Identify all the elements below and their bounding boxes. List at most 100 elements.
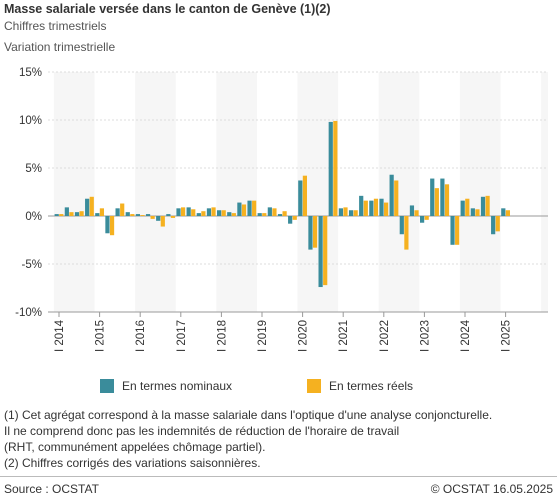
- bar-nominal[interactable]: [369, 200, 374, 216]
- bar-nominal[interactable]: [125, 212, 130, 216]
- bar-nominal[interactable]: [460, 200, 465, 216]
- bar-real[interactable]: [292, 216, 297, 220]
- legend-item-real[interactable]: En termes réels: [307, 378, 413, 394]
- bar-real[interactable]: [109, 216, 115, 236]
- x-tick-label: I 2022: [379, 320, 391, 352]
- bar-real[interactable]: [231, 213, 236, 216]
- bar-nominal[interactable]: [480, 196, 486, 216]
- bar-real[interactable]: [181, 207, 186, 216]
- bar-real[interactable]: [120, 203, 125, 216]
- bar-real[interactable]: [201, 211, 206, 216]
- bar-nominal[interactable]: [217, 210, 222, 216]
- bar-real[interactable]: [170, 216, 176, 218]
- bar-real[interactable]: [312, 216, 318, 248]
- bar-real[interactable]: [353, 210, 358, 216]
- bar-real[interactable]: [160, 216, 165, 227]
- bar-nominal[interactable]: [430, 178, 435, 216]
- bar-nominal[interactable]: [85, 198, 90, 216]
- bar-nominal[interactable]: [206, 208, 212, 216]
- bar-nominal[interactable]: [359, 195, 364, 216]
- bar-real[interactable]: [323, 216, 328, 286]
- bar-nominal[interactable]: [420, 216, 425, 223]
- bar-real[interactable]: [79, 211, 84, 216]
- bar-nominal[interactable]: [277, 214, 283, 216]
- bar-real[interactable]: [404, 216, 409, 250]
- x-tick-label: I 2020: [298, 320, 310, 352]
- bar-real[interactable]: [505, 210, 510, 216]
- bar-real[interactable]: [343, 207, 348, 216]
- bar-nominal[interactable]: [308, 216, 313, 250]
- bar-real[interactable]: [475, 209, 480, 216]
- bar-real[interactable]: [414, 210, 419, 216]
- bar-real[interactable]: [465, 198, 470, 216]
- bar-real[interactable]: [333, 120, 338, 216]
- bar-real[interactable]: [69, 212, 74, 216]
- bar-nominal[interactable]: [176, 208, 181, 216]
- bar-nominal[interactable]: [440, 178, 445, 216]
- bar-real[interactable]: [150, 216, 155, 219]
- bar-nominal[interactable]: [389, 174, 394, 216]
- bar-nominal[interactable]: [237, 202, 242, 216]
- bar-nominal[interactable]: [95, 213, 100, 216]
- bar-real[interactable]: [59, 214, 64, 216]
- bar-nominal[interactable]: [470, 208, 475, 216]
- bar-real[interactable]: [302, 175, 307, 216]
- bar-real[interactable]: [434, 188, 439, 216]
- chart-subtitle: Chiffres trimestriels: [4, 19, 107, 33]
- bar-nominal[interactable]: [409, 205, 415, 216]
- bar-real[interactable]: [384, 202, 389, 216]
- bar-nominal[interactable]: [318, 216, 323, 288]
- bar-real[interactable]: [394, 180, 399, 216]
- bar-nominal[interactable]: [267, 207, 272, 216]
- bar-nominal[interactable]: [288, 216, 293, 224]
- bar-nominal[interactable]: [491, 216, 496, 235]
- bar-nominal[interactable]: [257, 213, 262, 216]
- bar-nominal[interactable]: [54, 214, 59, 216]
- bar-real[interactable]: [221, 210, 226, 216]
- bar-real[interactable]: [191, 209, 196, 216]
- bar-real[interactable]: [282, 211, 287, 216]
- bar-nominal[interactable]: [399, 216, 404, 235]
- bar-real[interactable]: [241, 204, 247, 216]
- bar-real[interactable]: [252, 200, 257, 216]
- bar-real[interactable]: [262, 213, 267, 216]
- bar-nominal[interactable]: [196, 213, 201, 216]
- bar-nominal[interactable]: [135, 214, 140, 216]
- bar-nominal[interactable]: [166, 214, 171, 216]
- bar-nominal[interactable]: [450, 216, 455, 245]
- bar-nominal[interactable]: [379, 198, 384, 216]
- bar-real[interactable]: [272, 208, 277, 216]
- bar-nominal[interactable]: [64, 207, 69, 216]
- bar-nominal[interactable]: [156, 216, 161, 221]
- bar-nominal[interactable]: [74, 212, 80, 216]
- bar-nominal[interactable]: [227, 212, 232, 216]
- legend-item-nominal[interactable]: En termes nominaux: [100, 378, 232, 394]
- bar-nominal[interactable]: [328, 121, 333, 216]
- bar-real[interactable]: [444, 184, 450, 216]
- x-tick-label: I 2023: [419, 320, 431, 352]
- bar-nominal[interactable]: [338, 208, 343, 216]
- bar-real[interactable]: [363, 200, 368, 216]
- bar-nominal[interactable]: [186, 207, 191, 216]
- bar-real[interactable]: [130, 214, 135, 216]
- x-tick-label: I 2016: [135, 320, 147, 352]
- bar-real[interactable]: [99, 208, 104, 216]
- bar-nominal[interactable]: [145, 214, 151, 216]
- bar-nominal[interactable]: [105, 216, 110, 234]
- source-text: Source : OCSTAT: [4, 482, 99, 496]
- bar-real[interactable]: [455, 216, 460, 245]
- bar-nominal[interactable]: [115, 208, 120, 216]
- bar-nominal[interactable]: [501, 208, 506, 216]
- bar-real[interactable]: [485, 195, 490, 216]
- bar-nominal[interactable]: [348, 210, 354, 216]
- bar-nominal[interactable]: [247, 200, 252, 216]
- bar-real[interactable]: [140, 215, 145, 216]
- bar-nominal[interactable]: [298, 180, 303, 216]
- bar-real[interactable]: [424, 216, 429, 220]
- bar-real[interactable]: [373, 198, 379, 216]
- x-tick-label: I 2025: [501, 320, 513, 352]
- bar-real[interactable]: [89, 196, 94, 216]
- bar-real[interactable]: [211, 207, 216, 216]
- y-tick-label: 10%: [19, 115, 42, 127]
- bar-real[interactable]: [495, 216, 500, 232]
